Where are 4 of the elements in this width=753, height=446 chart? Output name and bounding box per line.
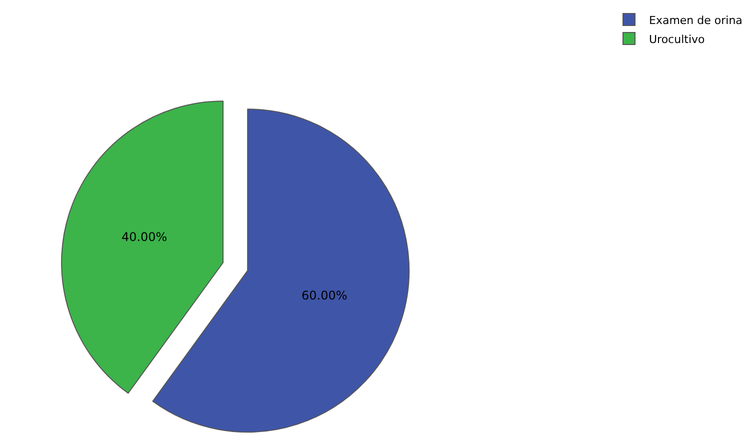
legend-label: Examen de orina — [649, 14, 742, 27]
data-label: 40.00% — [121, 230, 168, 244]
data-label: 60.00% — [302, 288, 348, 303]
legend-label: Urocultivo — [649, 32, 706, 46]
